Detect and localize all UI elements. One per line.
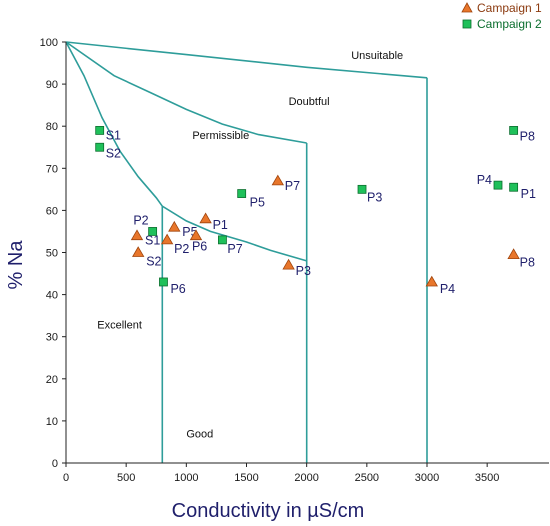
region-label-permissible: Permissible bbox=[192, 130, 249, 142]
y-tick-label: 20 bbox=[46, 374, 58, 386]
region-label-good: Good bbox=[186, 429, 213, 441]
boundary-permissible-doubtful bbox=[65, 41, 307, 144]
campaign-1-point-p5 bbox=[168, 220, 181, 232]
y-tick-label: 60 bbox=[46, 205, 58, 217]
y-axis-title: % Na bbox=[5, 240, 27, 290]
campaign-1-point-p7 bbox=[271, 174, 284, 186]
y-tick-label: 70 bbox=[46, 163, 58, 175]
x-tick-label: 2000 bbox=[294, 472, 318, 484]
campaign-1-label-p1: P1 bbox=[213, 218, 228, 232]
y-tick-label: 0 bbox=[52, 458, 58, 470]
campaign-1-label-s2: S2 bbox=[146, 255, 161, 269]
campaign-2-point-p7 bbox=[218, 235, 227, 245]
legend: Campaign 1 Campaign 2 bbox=[461, 1, 542, 31]
campaign-2-label-s1: S1 bbox=[106, 128, 121, 142]
campaign-2-point-p8 bbox=[509, 126, 519, 135]
campaign-2-point-p6 bbox=[159, 277, 168, 287]
campaign-2-label-p7: P7 bbox=[227, 242, 242, 256]
campaign-1-label-p6: P6 bbox=[192, 240, 207, 254]
region-labels: Excellent Good Permissible Doubtful Unsuitab… bbox=[97, 50, 403, 441]
campaign-2-label-s2: S2 bbox=[106, 146, 121, 160]
campaign-1-label-p4: P4 bbox=[440, 282, 455, 296]
campaign-2-point-p4 bbox=[493, 180, 503, 190]
campaign-2-label-p6: P6 bbox=[170, 282, 185, 296]
campaign-2-label-p8: P8 bbox=[520, 129, 535, 143]
y-tick-label: 90 bbox=[46, 79, 58, 91]
x-tick-label: 3500 bbox=[475, 472, 499, 484]
x-tick-labels: 0 500 1000 1500 2000 2500 3000 3500 bbox=[63, 463, 499, 484]
campaign-2-label-p2: P2 bbox=[133, 213, 148, 227]
y-tick-label: 10 bbox=[46, 416, 58, 428]
x-tick-label: 3000 bbox=[415, 472, 439, 484]
campaign-2-label-p3: P3 bbox=[367, 190, 382, 204]
y-tick-label: 80 bbox=[46, 121, 58, 133]
x-axis-title: Conductivity in µS/cm bbox=[172, 500, 365, 522]
y-tick-label: 30 bbox=[46, 332, 58, 344]
campaign-1-point-p2 bbox=[160, 233, 174, 245]
campaign-1-point-p4 bbox=[425, 275, 438, 287]
legend-label-campaign-1: Campaign 1 bbox=[477, 1, 542, 15]
campaign-2-point-p5 bbox=[237, 189, 247, 198]
campaign-2-label-p4: P4 bbox=[477, 173, 492, 187]
legend-marker-campaign-2 bbox=[462, 19, 472, 29]
boundary-doubtful-unsuitable bbox=[65, 41, 428, 79]
campaign-2-label-p1: P1 bbox=[521, 187, 536, 201]
campaign-1-point-p8 bbox=[507, 248, 520, 260]
y-tick-label: 50 bbox=[46, 248, 58, 260]
y-tick-label: 40 bbox=[46, 290, 58, 302]
campaign-2-point-s1 bbox=[95, 126, 105, 135]
campaign-2-point-p3 bbox=[357, 184, 367, 194]
x-tick-label: 1000 bbox=[174, 472, 198, 484]
region-label-excellent: Excellent bbox=[97, 319, 142, 331]
x-tick-label: 500 bbox=[117, 472, 135, 484]
campaign-2-point-p2 bbox=[148, 227, 158, 236]
region-label-doubtful: Doubtful bbox=[289, 96, 330, 108]
campaign-1-point-p3 bbox=[282, 258, 295, 270]
campaign-1-point-p1 bbox=[199, 212, 212, 224]
campaign-2-label-p5: P5 bbox=[250, 196, 265, 210]
x-tick-label: 1500 bbox=[234, 472, 258, 484]
y-tick-labels: 0 10 20 30 40 50 60 70 80 90 100 bbox=[40, 37, 66, 470]
campaign-2-point-s2 bbox=[95, 142, 105, 152]
y-tick-label: 100 bbox=[40, 37, 58, 49]
campaign-1-label-s1: S1 bbox=[145, 234, 160, 248]
legend-label-campaign-2: Campaign 2 bbox=[477, 17, 542, 31]
campaign-1-label-p3: P3 bbox=[296, 264, 311, 278]
x-tick-label: 2500 bbox=[355, 472, 379, 484]
campaign-1-point-s1 bbox=[130, 229, 144, 241]
campaign-1-label-p8: P8 bbox=[520, 256, 535, 270]
region-label-unsuitable: Unsuitable bbox=[351, 50, 403, 62]
legend-marker-campaign-1 bbox=[461, 2, 473, 13]
campaign-1-point-s2 bbox=[132, 246, 145, 257]
x-tick-label: 0 bbox=[63, 472, 69, 484]
boundary-excellent-permissible bbox=[65, 41, 307, 262]
classification-boundaries bbox=[65, 41, 428, 463]
campaign-1-label-p7: P7 bbox=[285, 179, 300, 193]
campaign-1-label-p2: P2 bbox=[174, 242, 189, 256]
campaign-1-point-p6 bbox=[189, 229, 203, 241]
campaign-2-point-p1 bbox=[509, 182, 519, 192]
